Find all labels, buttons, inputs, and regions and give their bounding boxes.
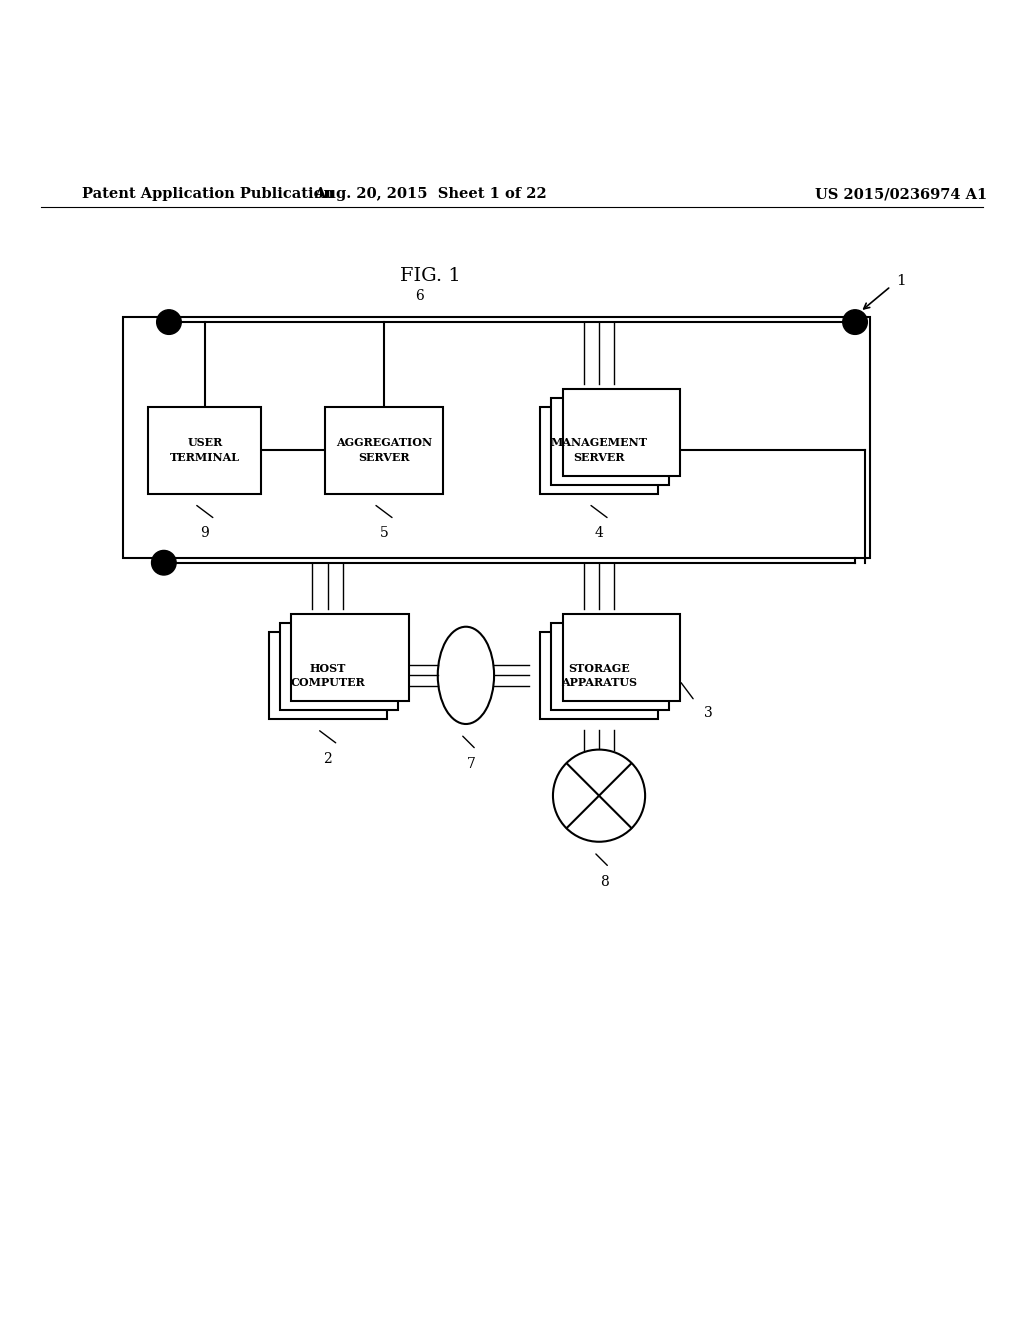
Bar <box>563 389 680 477</box>
Bar <box>551 397 670 484</box>
Text: 3: 3 <box>705 706 713 721</box>
Bar <box>281 623 397 710</box>
Text: 8: 8 <box>600 875 608 888</box>
Bar <box>123 317 870 557</box>
Text: FIG. 1: FIG. 1 <box>399 267 461 285</box>
Text: 5: 5 <box>380 527 388 540</box>
Circle shape <box>157 310 181 334</box>
Bar <box>326 407 442 494</box>
Bar <box>541 632 657 719</box>
Text: AGGREGATION
SERVER: AGGREGATION SERVER <box>336 437 432 463</box>
Text: 9: 9 <box>201 527 209 540</box>
Text: USER
TERMINAL: USER TERMINAL <box>170 437 240 463</box>
Bar <box>551 623 670 710</box>
Bar <box>563 614 680 701</box>
Bar <box>541 407 657 494</box>
Circle shape <box>553 750 645 842</box>
Text: STORAGE
APPARATUS: STORAGE APPARATUS <box>561 663 637 688</box>
Text: 4: 4 <box>595 527 603 540</box>
Ellipse shape <box>438 627 495 723</box>
Text: US 2015/0236974 A1: US 2015/0236974 A1 <box>815 187 987 201</box>
Circle shape <box>843 310 867 334</box>
Text: 2: 2 <box>324 751 332 766</box>
Bar <box>148 407 261 494</box>
Text: 6: 6 <box>416 289 424 304</box>
Text: HOST
COMPUTER: HOST COMPUTER <box>291 663 365 688</box>
Circle shape <box>152 550 176 576</box>
Text: MANAGEMENT
SERVER: MANAGEMENT SERVER <box>551 437 647 463</box>
Bar <box>268 632 387 719</box>
Text: Patent Application Publication: Patent Application Publication <box>82 187 334 201</box>
Text: 1: 1 <box>896 275 906 288</box>
Bar <box>292 614 410 701</box>
Text: Aug. 20, 2015  Sheet 1 of 22: Aug. 20, 2015 Sheet 1 of 22 <box>313 187 547 201</box>
Text: 7: 7 <box>467 756 475 771</box>
